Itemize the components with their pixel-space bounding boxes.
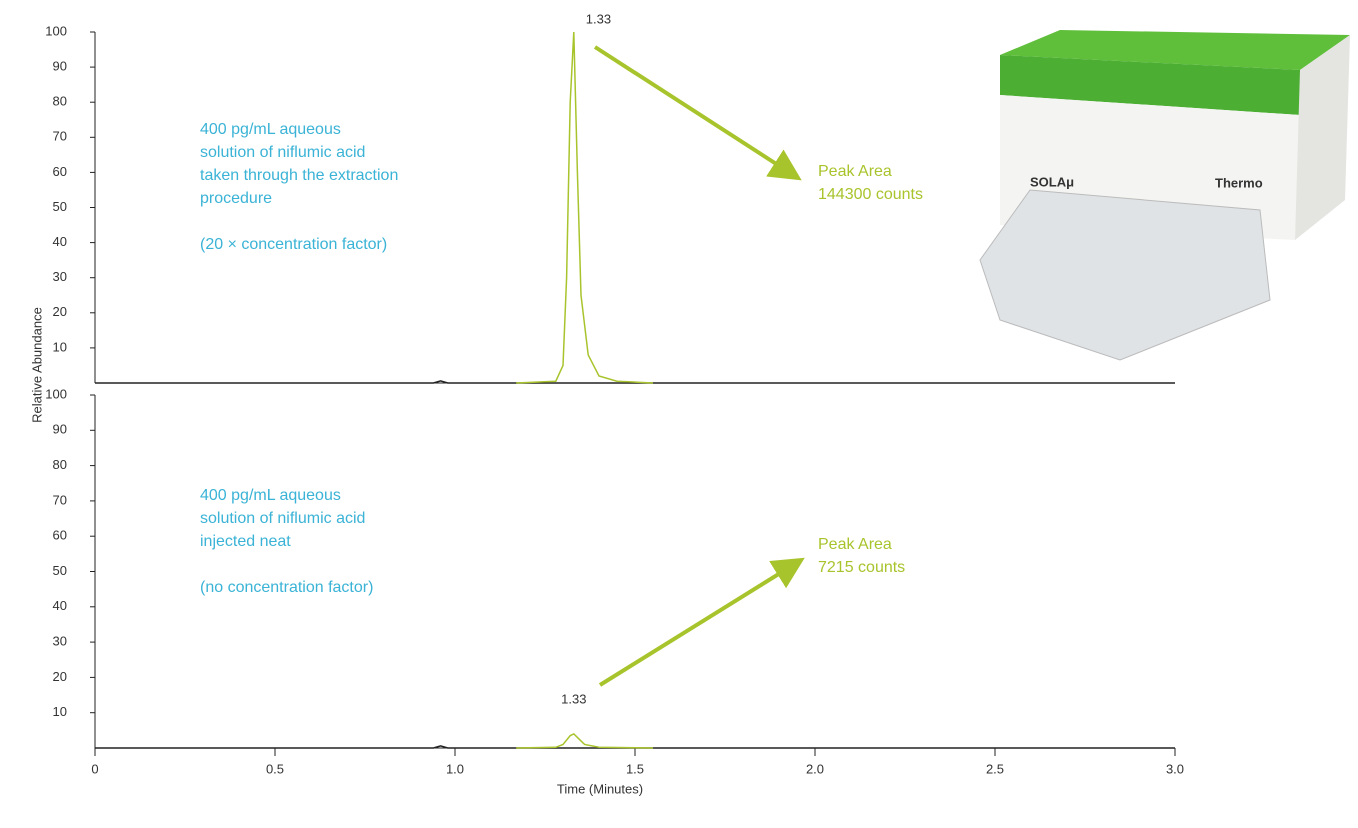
arrow: [595, 47, 795, 176]
peak-area: Peak Area: [818, 163, 892, 180]
y-tick-label: 10: [53, 339, 67, 354]
description: solution of niflumic acid: [200, 144, 365, 161]
y-tick-label: 50: [53, 563, 67, 578]
peak-area: 144300 counts: [818, 186, 923, 203]
y-tick-label: 80: [53, 457, 67, 472]
y-tick-label: 90: [53, 59, 67, 74]
y-tick-label: 60: [53, 164, 67, 179]
peak-area: Peak Area: [818, 536, 892, 553]
x-tick-label: 2.0: [806, 761, 824, 776]
y-tick-label: 50: [53, 199, 67, 214]
y-tick-label: 30: [53, 634, 67, 649]
x-tick-label: 0.5: [266, 761, 284, 776]
peak-label: 1.33: [561, 691, 586, 706]
description: 400 pg/mL aqueous: [200, 121, 341, 138]
y-axis-label: Relative Abundance: [29, 307, 44, 423]
y-tick-label: 100: [45, 386, 67, 401]
x-tick-label: 2.5: [986, 761, 1004, 776]
arrow: [600, 562, 798, 685]
trace: [516, 734, 653, 748]
description: solution of niflumic acid: [200, 510, 365, 527]
y-tick-label: 70: [53, 129, 67, 144]
peak-label: 1.33: [586, 11, 611, 26]
y-tick-label: 70: [53, 492, 67, 507]
description: taken through the extraction: [200, 167, 398, 184]
peak-area: 7215 counts: [818, 559, 905, 576]
y-tick-label: 90: [53, 422, 67, 437]
image-label: SOLAμ: [1030, 174, 1074, 189]
y-tick-label: 40: [53, 598, 67, 613]
note: (20 × concentration factor): [200, 236, 387, 253]
x-tick-label: 0: [91, 761, 98, 776]
y-tick-label: 60: [53, 528, 67, 543]
description: 400 pg/mL aqueous: [200, 487, 341, 504]
product-image: SOLAμ Thermo: [980, 30, 1350, 360]
x-tick-label: 1.5: [626, 761, 644, 776]
image-label: Thermo: [1215, 175, 1263, 190]
chart: SOLAμ Thermo 1020304050607080901001.3340…: [0, 0, 1358, 828]
y-tick-label: 30: [53, 269, 67, 284]
x-tick-label: 3.0: [1166, 761, 1184, 776]
x-tick-label: 1.0: [446, 761, 464, 776]
x-axis-label: Time (Minutes): [557, 781, 643, 796]
description: procedure: [200, 190, 272, 207]
y-tick-label: 100: [45, 23, 67, 38]
y-tick-label: 80: [53, 94, 67, 109]
y-tick-label: 20: [53, 304, 67, 319]
y-tick-label: 40: [53, 234, 67, 249]
trace: [516, 32, 653, 383]
y-tick-label: 10: [53, 704, 67, 719]
page: SOLAμ Thermo 1020304050607080901001.3340…: [0, 0, 1358, 828]
note: (no concentration factor): [200, 579, 373, 596]
y-tick-label: 20: [53, 669, 67, 684]
description: injected neat: [200, 533, 291, 550]
